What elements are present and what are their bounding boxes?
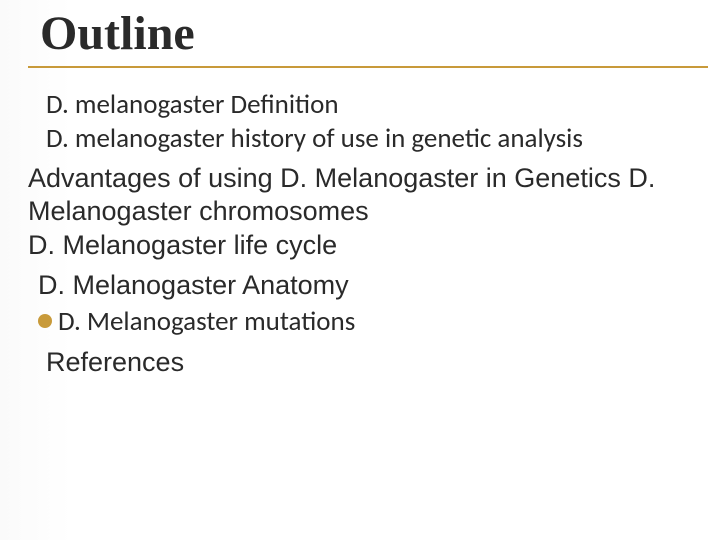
outline-line: D. Melanogaster mutations xyxy=(58,305,355,339)
outline-bullet-row: D. Melanogaster mutations xyxy=(38,305,700,339)
title-underline xyxy=(28,66,708,68)
outline-block-3: D. Melanogaster Anatomy D. Melanogaster … xyxy=(38,269,700,339)
slide-title: Outline xyxy=(40,6,195,61)
outline-block-1: D. melanogaster Definition D. melanogast… xyxy=(46,88,700,156)
bullet-icon xyxy=(38,314,52,328)
outline-line: D. melanogaster Definition xyxy=(46,88,700,122)
outline-content: D. melanogaster Definition D. melanogast… xyxy=(28,88,700,380)
outline-block-2: Advantages of using D. Melanogaster in G… xyxy=(28,162,700,263)
outline-line: D. Melanogaster life cycle xyxy=(28,229,700,263)
outline-line: D. Melanogaster Anatomy xyxy=(38,269,700,303)
slide: Outline D. melanogaster Definition D. me… xyxy=(0,0,720,540)
outline-line: D. melanogaster history of use in geneti… xyxy=(46,122,700,156)
outline-line: Advantages of using D. Melanogaster in G… xyxy=(28,162,700,230)
outline-line: References xyxy=(46,346,700,380)
outline-block-4: References xyxy=(46,346,700,380)
